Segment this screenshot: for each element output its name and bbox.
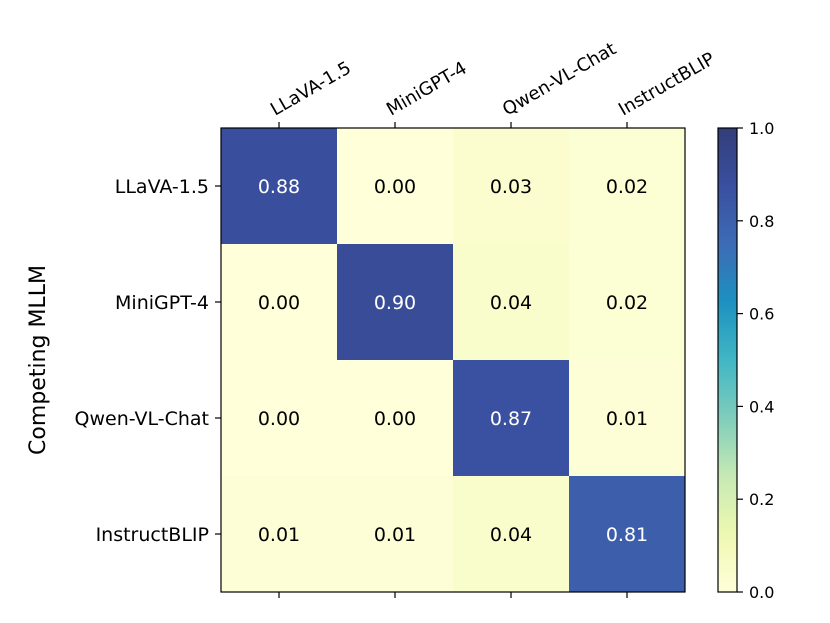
colorbar: 0.0 0.2 0.4 0.6 0.8 1.0 bbox=[717, 119, 774, 602]
cell-value-label: 0.00 bbox=[258, 408, 300, 430]
cell-value-label: 0.04 bbox=[490, 292, 532, 314]
colorbar-ticks: 0.0 0.2 0.4 0.6 0.8 1.0 bbox=[737, 119, 774, 602]
y-axis-label: Competing MLLM bbox=[26, 265, 51, 455]
colorbar-tick-label: 0.2 bbox=[749, 490, 774, 509]
cell-value-label: 0.00 bbox=[258, 292, 300, 314]
colorbar-tick-label: 0.8 bbox=[749, 212, 774, 231]
heatmap-cell bbox=[337, 244, 454, 361]
cell-value-label: 0.02 bbox=[606, 292, 648, 314]
x-tick-label: InstructBLIP bbox=[615, 48, 719, 120]
cell-value-label: 0.88 bbox=[258, 176, 300, 198]
heatmap-cell bbox=[569, 244, 686, 361]
y-tick-label: InstructBLIP bbox=[96, 524, 209, 546]
heatmap-cell bbox=[569, 360, 686, 477]
colorbar-gradient bbox=[717, 127, 738, 593]
cell-value-label: 0.00 bbox=[374, 408, 416, 430]
y-tick-label: MiniGPT-4 bbox=[115, 292, 209, 314]
heatmap-cell bbox=[569, 476, 686, 593]
heatmap-cell bbox=[337, 476, 454, 593]
heatmap-cell bbox=[337, 128, 454, 245]
x-tick-label: Qwen-VL-Chat bbox=[499, 38, 620, 120]
cell-value-label: 0.04 bbox=[490, 524, 532, 546]
colorbar-tick-label: 0.6 bbox=[749, 305, 774, 324]
colorbar-tick-label: 0.0 bbox=[749, 583, 774, 602]
colorbar-tick-label: 1.0 bbox=[749, 119, 774, 138]
cell-value-label: 0.81 bbox=[606, 524, 648, 546]
y-tick-label: Qwen-VL-Chat bbox=[75, 408, 209, 430]
heatmap-cell bbox=[453, 244, 570, 361]
heatmap-cell bbox=[453, 476, 570, 593]
heatmap-cell bbox=[221, 128, 338, 245]
plot-frame bbox=[220, 127, 686, 593]
heatmap-cell bbox=[221, 476, 338, 593]
cell-value-label: 0.01 bbox=[606, 408, 648, 430]
heatmap-cells: 0.88 0.00 0.03 0.02 0.00 0.90 0.04 0.02 0.00 0.00… bbox=[221, 128, 686, 593]
cell-value-label: 0.01 bbox=[258, 524, 300, 546]
heatmap-cell bbox=[337, 360, 454, 477]
heatmap-cell bbox=[221, 360, 338, 477]
cell-value-label: 0.02 bbox=[606, 176, 648, 198]
cell-value-label: 0.01 bbox=[374, 524, 416, 546]
cell-value-label: 0.00 bbox=[374, 176, 416, 198]
heatmap-cell bbox=[221, 244, 338, 361]
heatmap-cell bbox=[453, 360, 570, 477]
y-axis-ticks: LLaVA-1.5 MiniGPT-4 Qwen-VL-Chat InstructBL… bbox=[75, 176, 221, 546]
y-tick-label: LLaVA-1.5 bbox=[115, 176, 209, 198]
heatmap-cell bbox=[569, 128, 686, 245]
colorbar-tick-label: 0.4 bbox=[749, 397, 774, 416]
cell-value-label: 0.87 bbox=[490, 408, 532, 430]
cell-value-label: 0.90 bbox=[374, 292, 416, 314]
cell-value-label: 0.03 bbox=[490, 176, 532, 198]
x-tick-label: MiniGPT-4 bbox=[383, 58, 471, 121]
x-tick-label: LLaVA-1.5 bbox=[267, 57, 355, 120]
heatmap-cell bbox=[453, 128, 570, 245]
